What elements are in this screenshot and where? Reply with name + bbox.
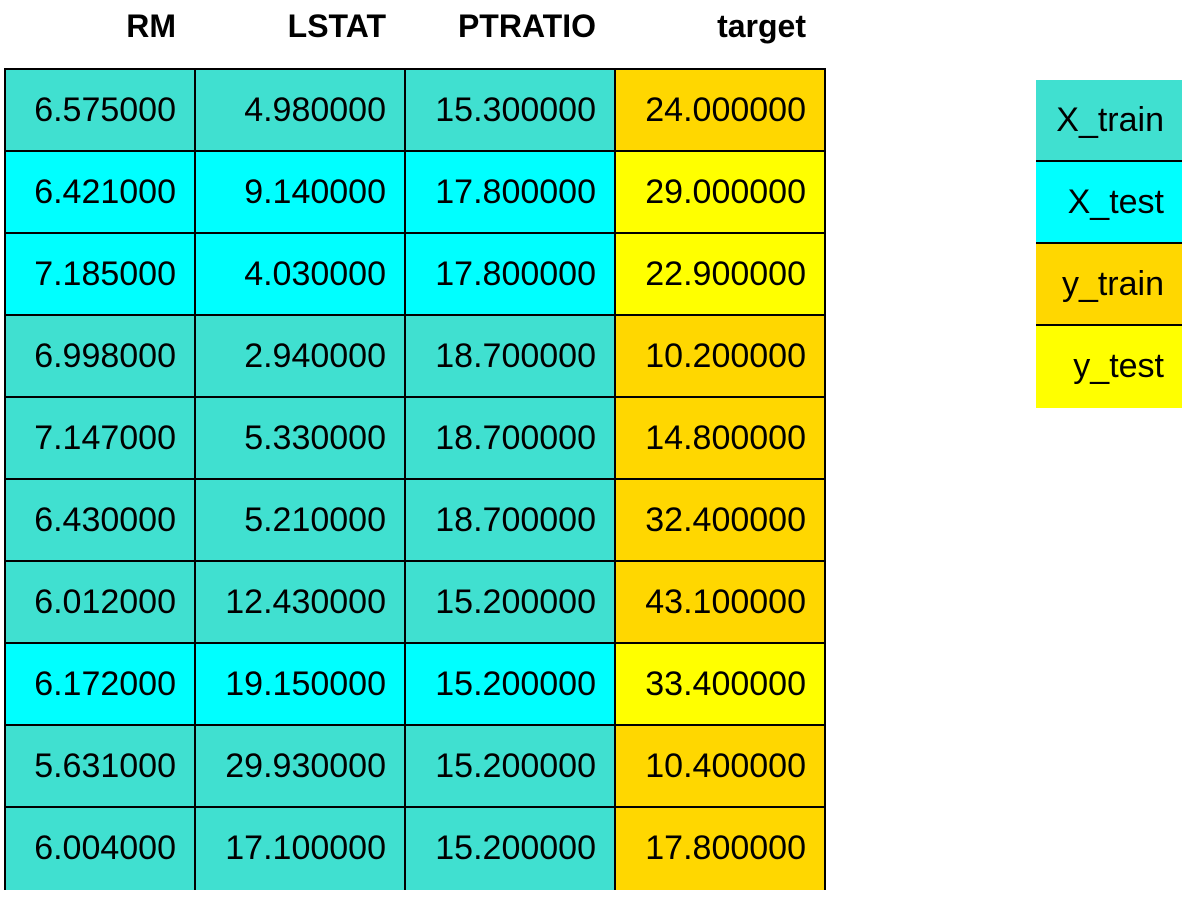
legend-item-y-train: y_train bbox=[1036, 244, 1182, 326]
cell-lstat: 19.150000 bbox=[194, 644, 404, 726]
cell-rm: 6.004000 bbox=[4, 808, 194, 890]
cell-lstat: 4.030000 bbox=[194, 234, 404, 316]
cell-ptratio: 17.800000 bbox=[404, 152, 614, 234]
cell-target: 10.400000 bbox=[614, 726, 824, 808]
cell-target: 14.800000 bbox=[614, 398, 824, 480]
table-row: 6.998000 2.940000 18.700000 10.200000 bbox=[4, 316, 824, 398]
data-table: 6.575000 4.980000 15.300000 24.000000 6.4210… bbox=[4, 68, 826, 890]
cell-target: 22.900000 bbox=[614, 234, 824, 316]
cell-lstat: 4.980000 bbox=[194, 70, 404, 152]
table-row: 6.004000 17.100000 15.200000 17.800000 bbox=[4, 808, 824, 890]
cell-ptratio: 18.700000 bbox=[404, 316, 614, 398]
column-header-rm: RM bbox=[126, 8, 176, 44]
cell-rm: 6.575000 bbox=[4, 70, 194, 152]
cell-target: 29.000000 bbox=[614, 152, 824, 234]
legend-item-x-test: X_test bbox=[1036, 162, 1182, 244]
cell-lstat: 12.430000 bbox=[194, 562, 404, 644]
cell-rm: 6.421000 bbox=[4, 152, 194, 234]
cell-ptratio: 18.700000 bbox=[404, 398, 614, 480]
cell-target: 10.200000 bbox=[614, 316, 824, 398]
table-row: 6.012000 12.430000 15.200000 43.100000 bbox=[4, 562, 824, 644]
cell-ptratio: 15.200000 bbox=[404, 644, 614, 726]
cell-ptratio: 15.200000 bbox=[404, 808, 614, 890]
cell-ptratio: 15.200000 bbox=[404, 726, 614, 808]
cell-rm: 6.998000 bbox=[4, 316, 194, 398]
table-row: 7.185000 4.030000 17.800000 22.900000 bbox=[4, 234, 824, 316]
table-row: 6.172000 19.150000 15.200000 33.400000 bbox=[4, 644, 824, 726]
cell-ptratio: 18.700000 bbox=[404, 480, 614, 562]
cell-ptratio: 17.800000 bbox=[404, 234, 614, 316]
cell-target: 43.100000 bbox=[614, 562, 824, 644]
legend-item-y-test: y_test bbox=[1036, 326, 1182, 408]
cell-rm: 6.012000 bbox=[4, 562, 194, 644]
table-row: 6.430000 5.210000 18.700000 32.400000 bbox=[4, 480, 824, 562]
cell-lstat: 2.940000 bbox=[194, 316, 404, 398]
column-header-target: target bbox=[717, 8, 806, 44]
cell-lstat: 5.330000 bbox=[194, 398, 404, 480]
cell-rm: 7.147000 bbox=[4, 398, 194, 480]
cell-rm: 5.631000 bbox=[4, 726, 194, 808]
table-row: 7.147000 5.330000 18.700000 14.800000 bbox=[4, 398, 824, 480]
legend-item-x-train: X_train bbox=[1036, 80, 1182, 162]
cell-target: 33.400000 bbox=[614, 644, 824, 726]
table-row: 6.421000 9.140000 17.800000 29.000000 bbox=[4, 152, 824, 234]
cell-target: 32.400000 bbox=[614, 480, 824, 562]
cell-rm: 6.172000 bbox=[4, 644, 194, 726]
cell-lstat: 5.210000 bbox=[194, 480, 404, 562]
column-header-ptratio: PTRATIO bbox=[457, 8, 596, 44]
cell-lstat: 29.930000 bbox=[194, 726, 404, 808]
table-header: RM LSTAT PTRATIO target bbox=[0, 0, 826, 56]
cell-ptratio: 15.200000 bbox=[404, 562, 614, 644]
table-row: 5.631000 29.930000 15.200000 10.400000 bbox=[4, 726, 824, 808]
cell-rm: 7.185000 bbox=[4, 234, 194, 316]
cell-target: 17.800000 bbox=[614, 808, 824, 890]
cell-rm: 6.430000 bbox=[4, 480, 194, 562]
legend: X_train X_test y_train y_test bbox=[1036, 80, 1182, 408]
cell-target: 24.000000 bbox=[614, 70, 824, 152]
cell-lstat: 17.100000 bbox=[194, 808, 404, 890]
column-header-lstat: LSTAT bbox=[287, 8, 386, 44]
table-row: 6.575000 4.980000 15.300000 24.000000 bbox=[4, 70, 824, 152]
cell-ptratio: 15.300000 bbox=[404, 70, 614, 152]
cell-lstat: 9.140000 bbox=[194, 152, 404, 234]
